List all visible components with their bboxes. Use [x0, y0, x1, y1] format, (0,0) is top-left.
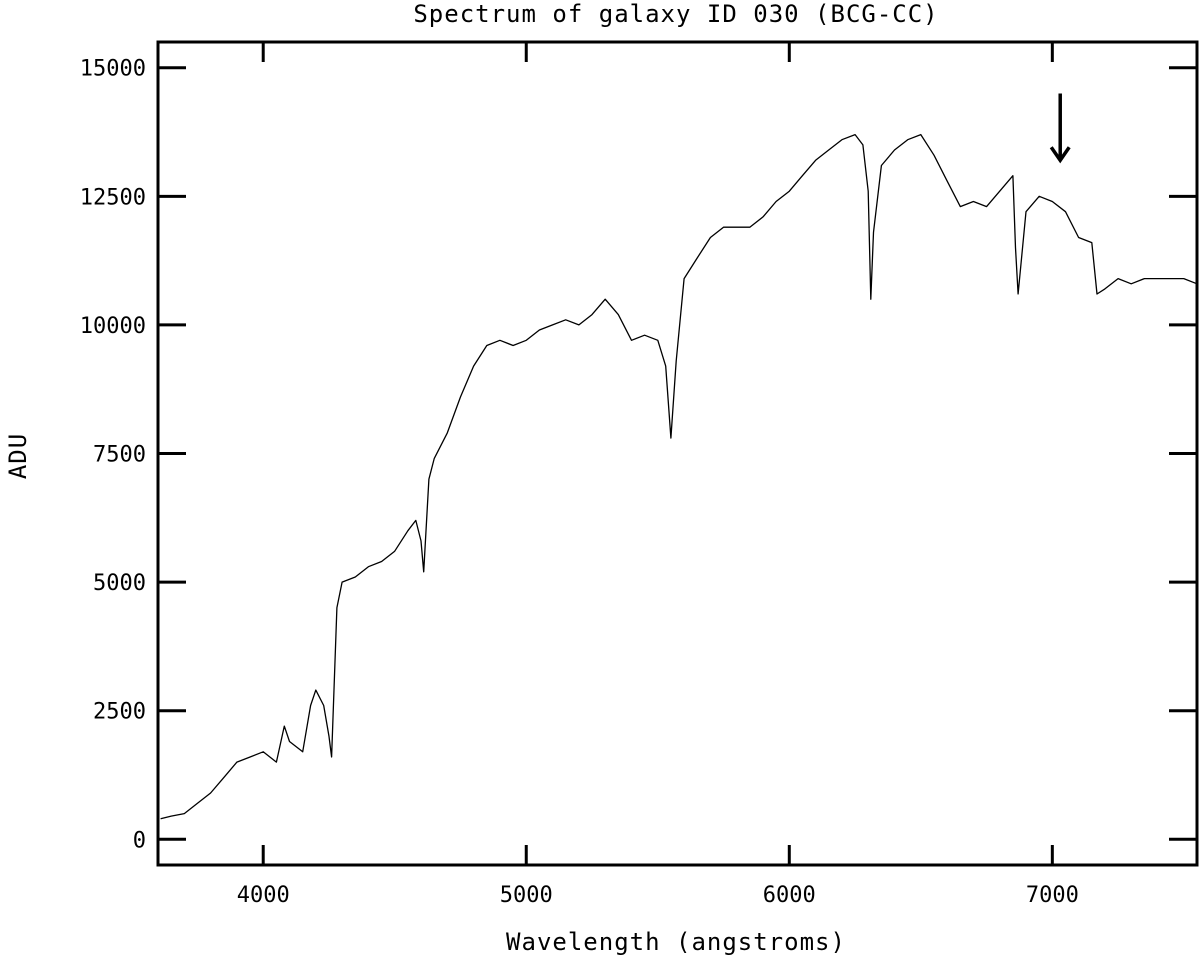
plot-frame: [156, 40, 1199, 867]
y-axis-label: ADU: [4, 433, 32, 479]
y-tick-label: 15000: [80, 57, 146, 82]
down-arrow-icon: [1049, 146, 1071, 164]
x-axis-label: Wavelength (angstroms): [506, 928, 846, 956]
chart-title: Spectrum of galaxy ID 030 (BCG-CC): [413, 0, 938, 28]
x-tick-label: 7000: [1026, 883, 1079, 908]
y-tick-label: 5000: [93, 571, 146, 596]
spectrum-line: [160, 133, 1198, 820]
y-tick-label: 2500: [93, 700, 146, 725]
y-tick-label: 10000: [80, 314, 146, 339]
y-tick-label: 12500: [80, 185, 146, 210]
x-tick-label: 5000: [500, 883, 553, 908]
x-tick-label: 6000: [763, 883, 816, 908]
y-tick-label: 0: [133, 828, 146, 853]
y-tick-label: 7500: [93, 443, 146, 468]
x-tick-label: 4000: [237, 883, 290, 908]
